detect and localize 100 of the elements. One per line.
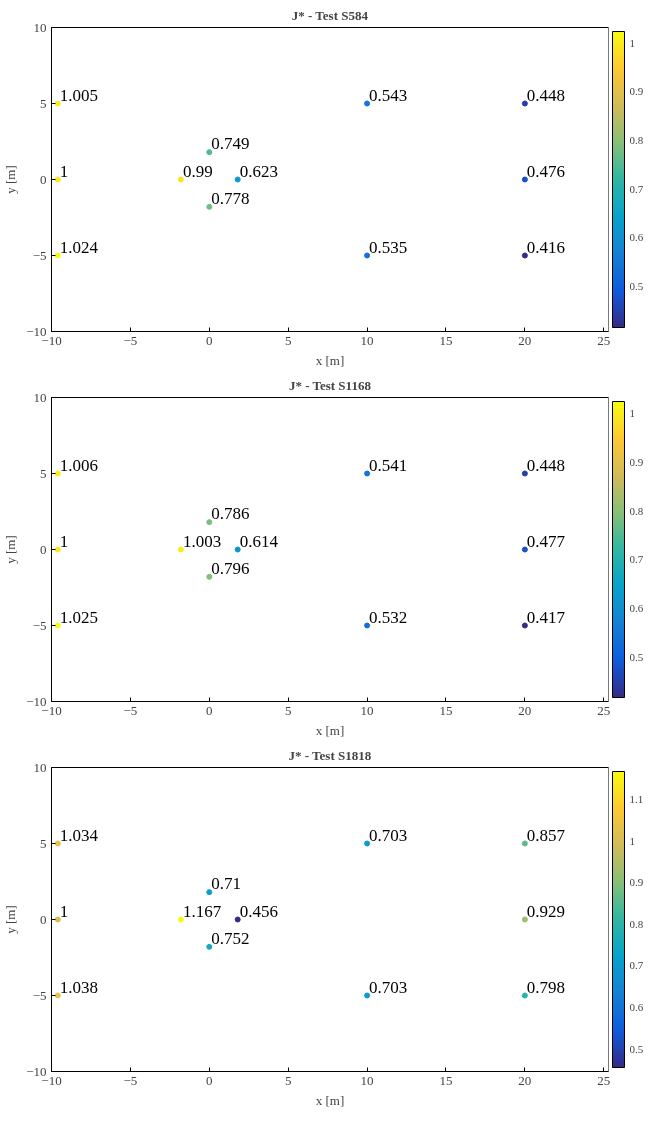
x-axis-title: x [m] [315,722,345,738]
annotation: 0.448 [526,85,566,105]
annotation: 1.038 [59,977,99,997]
x-tick-label: −5 [123,332,138,348]
point [364,622,371,629]
x-tick-label: 0 [206,332,213,348]
point [521,546,528,553]
point [234,176,241,183]
annotation: 0.786 [211,504,250,524]
annotation: 0.476 [526,161,566,181]
point [54,916,61,923]
y-axis-title: y [m] [3,165,19,194]
annotation: 1.034 [59,825,99,845]
annotation: 1.006 [59,455,99,475]
x-tick-label: 25 [597,702,611,718]
color-bar-label: 0.6 [629,1001,644,1014]
annotation: 0.532 [369,607,408,627]
color-bar-label: 0.8 [629,917,644,930]
color-bar-label: 0.5 [629,280,644,293]
point [206,573,213,580]
color-bar-label: 0.6 [629,601,644,614]
point [206,149,213,156]
annotation: 0.541 [369,455,408,475]
color-bar-label: 1 [629,407,635,420]
x-tick-label: −5 [123,1072,138,1088]
y-tick-label: 0 [40,911,47,927]
color-bar-label: 1.1 [629,792,644,805]
point [521,992,528,999]
point [234,916,241,923]
annotation: 1 [59,531,69,551]
y-tick-label: −5 [32,987,47,1003]
x-tick-label: −5 [123,702,138,718]
color-bar-label: 0.7 [629,959,644,972]
color-bar-label: 0.9 [629,876,644,889]
color-bar-label: 0.8 [629,134,644,147]
color-bar-label: 0.9 [629,455,644,468]
y-axis-title: y [m] [3,535,19,564]
point [206,519,213,526]
y-tick-label: 5 [40,465,47,481]
annotation: 0.703 [369,977,408,997]
point [54,840,61,847]
y-tick-label: −5 [32,247,47,263]
chart-title: J* - Test S1168 [288,377,372,393]
point [206,943,213,950]
color-bar-label: 0.5 [629,1042,644,1055]
y-tick-label: 10 [33,389,47,405]
annotation: 1 [59,161,69,181]
y-tick-label: 0 [40,171,47,187]
point [521,176,528,183]
annotation: 1.167 [182,901,222,921]
point [54,100,61,107]
annotation: 0.798 [526,977,566,997]
point [54,546,61,553]
x-tick-label: 15 [439,1072,453,1088]
x-axis-title: x [m] [315,352,345,368]
x-tick-label: 20 [518,702,532,718]
x-tick-label: 20 [518,1072,532,1088]
point [364,992,371,999]
x-tick-label: 20 [518,332,532,348]
x-tick-label: 25 [597,332,611,348]
point [206,203,213,210]
point [364,100,371,107]
point [177,546,184,553]
x-tick-label: 10 [360,702,374,718]
annotation: 0.71 [211,874,242,894]
point [521,840,528,847]
y-tick-label: 0 [40,541,47,557]
annotation: 0.417 [526,607,566,627]
color-bar-label: 0.9 [629,85,644,98]
point [521,252,528,259]
x-tick-label: 0 [206,702,213,718]
annotation: 0.614 [239,531,279,551]
color-bar-label: 0.5 [629,650,644,663]
annotation: 0.456 [239,901,278,921]
x-tick-label: 25 [597,1072,611,1088]
color-bar-label: 0.6 [629,231,644,244]
annotation: 0.929 [526,901,566,921]
x-tick-label: 0 [206,1072,213,1088]
y-tick-label: 5 [40,95,47,111]
annotation: 0.448 [526,455,566,475]
point [364,840,371,847]
annotation: 0.543 [369,85,408,105]
point [521,622,528,629]
y-axis-title: y [m] [3,905,19,934]
y-tick-label: 10 [33,19,47,35]
point [521,916,528,923]
x-tick-label: 10 [360,332,374,348]
color-bar-label: 0.8 [629,504,644,517]
point [54,252,61,259]
x-tick-label: 5 [284,332,292,348]
y-tick-label: −5 [32,617,47,633]
x-tick-label: 15 [439,332,453,348]
point [364,470,371,477]
annotation: 0.857 [526,825,566,845]
point [206,889,213,896]
point [54,622,61,629]
annotation: 0.623 [239,161,278,181]
point [234,546,241,553]
color-bar-label: 0.7 [629,553,644,566]
annotation: 0.752 [211,928,250,948]
